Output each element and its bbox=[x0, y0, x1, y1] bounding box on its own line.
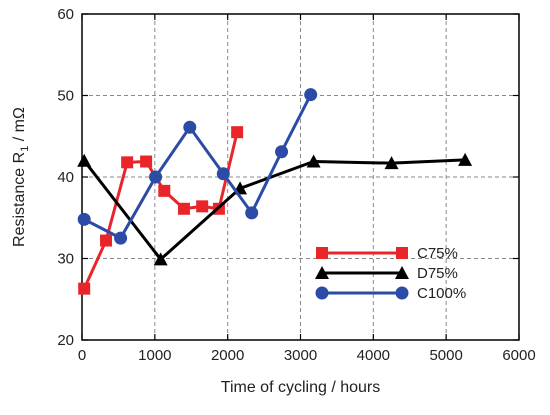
data-point-c100 bbox=[149, 170, 163, 184]
data-point-c75 bbox=[100, 234, 113, 247]
legend-marker bbox=[395, 266, 409, 279]
series-layer bbox=[77, 88, 473, 295]
legend-marker bbox=[315, 286, 329, 300]
x-tick-label: 3000 bbox=[284, 347, 317, 364]
y-axis-title: Resistance R1 / mΩ bbox=[11, 107, 31, 247]
y-tick-label: 20 bbox=[57, 332, 74, 349]
series-c75 bbox=[78, 126, 244, 295]
data-point-d75 bbox=[306, 154, 321, 168]
y-axis-title-subscript: 1 bbox=[19, 146, 31, 152]
series-line-c100 bbox=[83, 94, 313, 240]
y-axis-title-unit: / mΩ bbox=[11, 107, 28, 146]
data-point-d75 bbox=[77, 153, 92, 167]
y-tick-label: 50 bbox=[57, 88, 74, 105]
x-tick-label: 0 bbox=[78, 347, 86, 364]
series-line-d75 bbox=[82, 158, 466, 261]
y-tick-label: 60 bbox=[57, 6, 74, 23]
data-point-d75 bbox=[458, 152, 473, 166]
legend-marker bbox=[395, 286, 409, 300]
y-axis-title-main: Resistance R bbox=[11, 152, 28, 247]
data-point-c100 bbox=[275, 145, 289, 159]
y-tick-label: 40 bbox=[57, 169, 74, 186]
data-point-c75 bbox=[140, 155, 153, 168]
data-point-d75 bbox=[153, 252, 168, 266]
data-point-c100 bbox=[77, 212, 91, 226]
x-tick-label: 1000 bbox=[138, 347, 171, 364]
data-point-c100 bbox=[245, 206, 259, 220]
legend-marker bbox=[316, 247, 328, 259]
data-point-c100 bbox=[304, 88, 318, 102]
data-point-d75 bbox=[384, 156, 399, 170]
data-point-c75 bbox=[158, 184, 171, 197]
x-tick-label: 4000 bbox=[357, 347, 390, 364]
y-tick-label: 30 bbox=[57, 251, 74, 268]
legend-marker bbox=[315, 266, 329, 279]
x-tick-label: 6000 bbox=[502, 347, 535, 364]
legend-label: D75% bbox=[417, 265, 458, 282]
series-c100 bbox=[77, 88, 318, 245]
data-point-c75 bbox=[121, 156, 134, 169]
legend-label: C75% bbox=[417, 245, 458, 262]
legend-item-c100: C100% bbox=[315, 285, 466, 302]
x-axis-title: Time of cycling / hours bbox=[221, 379, 380, 396]
legend-label: C100% bbox=[417, 285, 466, 302]
legend-item-c75: C75% bbox=[316, 245, 458, 262]
data-point-c100 bbox=[216, 167, 230, 181]
series-d75 bbox=[77, 152, 473, 266]
data-point-c75 bbox=[78, 282, 91, 295]
data-point-c75 bbox=[196, 200, 209, 213]
x-tick-label: 2000 bbox=[211, 347, 244, 364]
data-point-c75 bbox=[177, 202, 190, 215]
data-point-c100 bbox=[114, 231, 128, 245]
data-point-c100 bbox=[183, 120, 197, 134]
legend: C75% D75% C100% bbox=[315, 245, 466, 302]
axis-ticks: 0 1000 2000 3000 4000 5000 6000 20 30 40 50 60 bbox=[57, 6, 535, 364]
legend-marker bbox=[396, 247, 408, 259]
x-tick-label: 5000 bbox=[429, 347, 462, 364]
data-point-c75 bbox=[231, 126, 244, 139]
legend-item-d75: D75% bbox=[315, 265, 458, 282]
